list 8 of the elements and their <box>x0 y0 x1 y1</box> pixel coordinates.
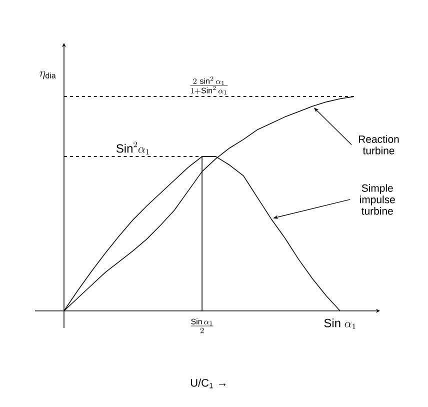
text: Reaction turbine <box>358 135 399 154</box>
ref-line-label: $\frac{2\,\sin^2\alpha_1}{1+\mathrm{Sin}^2\,\alpha_1}$ <box>190 76 228 94</box>
x-tick-label: $\frac{\mathrm{Sin}\,\alpha_1}{2}$ <box>190 318 214 334</box>
text: Simple impulse turbine <box>360 184 395 215</box>
x-axis-title: U/C$_{1}$ → <box>190 378 226 388</box>
ref-line-label: $\mathrm{Sin}^2\alpha_1$ <box>116 142 149 154</box>
x-tick-label: $\mathrm{Sin}\;\alpha_1$ <box>324 318 356 329</box>
y-axis-title: $\eta_{\mathrm{dia}}$ <box>40 71 56 80</box>
